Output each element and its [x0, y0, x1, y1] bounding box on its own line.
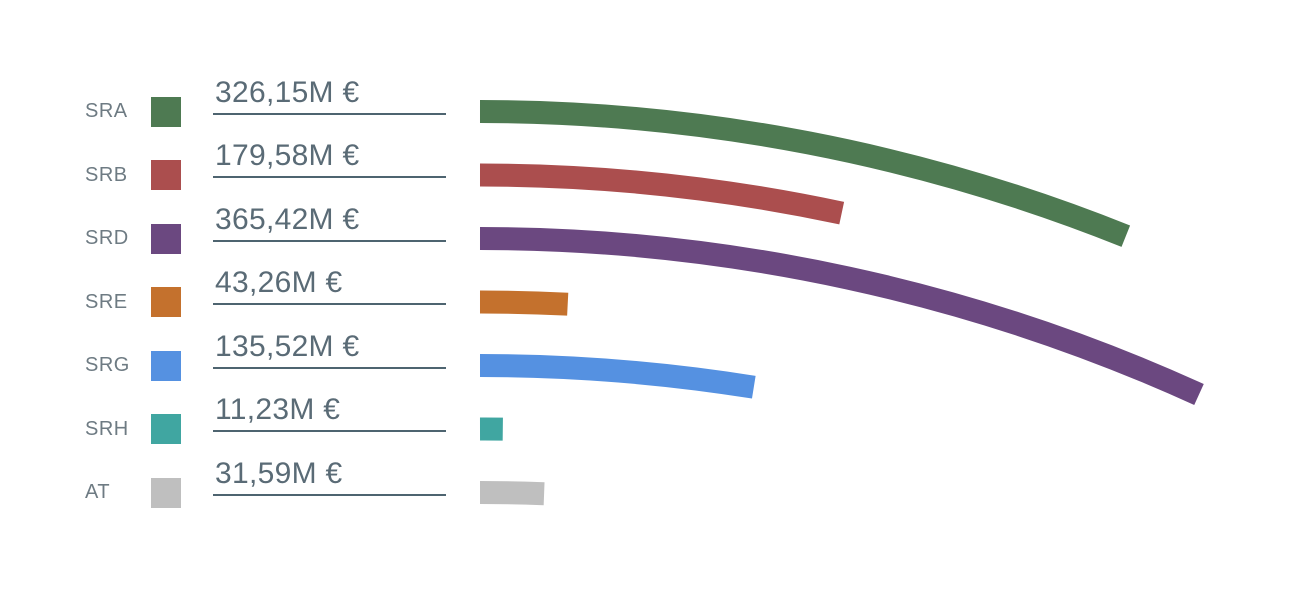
value-underline	[213, 239, 446, 242]
legend-label: SRE	[85, 290, 128, 313]
legend-label: SRH	[85, 417, 129, 440]
legend-label: AT	[85, 481, 111, 503]
value-label: 365,42M €	[215, 202, 360, 236]
legend-swatch-sra	[151, 96, 181, 127]
legend-label: SRB	[85, 163, 128, 186]
legend-row: SRD 365,42M €	[0, 203, 480, 275]
legend-row: SRG 135,52M €	[0, 330, 480, 402]
legend-swatch-srg	[151, 350, 181, 381]
value-label: 31,59M €	[215, 456, 343, 490]
legend-swatch-at	[151, 477, 181, 508]
value-label: 135,52M €	[215, 329, 360, 363]
value-label: 11,23M €	[215, 393, 341, 426]
legend-swatch-srh	[151, 414, 181, 444]
value-underline	[213, 430, 446, 432]
legend-row: SRB 179,58M €	[0, 139, 480, 211]
legend-label: SRD	[85, 227, 129, 249]
value-underline	[213, 112, 446, 115]
legend-row: SRH 11,23M €	[0, 393, 480, 465]
value-label: 43,26M €	[215, 266, 343, 299]
bar-arc-srd	[479, 227, 1204, 405]
legend-swatch-srd	[151, 223, 181, 254]
legend-row: AT 31,59M €	[0, 457, 480, 529]
bar-arc-srg	[479, 353, 756, 399]
bar-arc-sra	[479, 100, 1131, 247]
value-label: 326,15M €	[215, 75, 360, 109]
legend-label: SRA	[85, 100, 128, 122]
bar-arc-at	[479, 481, 545, 506]
value-underline	[213, 303, 446, 305]
legend-row: SRE 43,26M €	[0, 266, 480, 338]
legend-row: SRA 326,15M €	[0, 76, 480, 148]
bar-arc-srb	[479, 163, 845, 225]
bar-arc-sre	[479, 290, 569, 316]
value-underline	[213, 366, 446, 369]
value-underline	[213, 176, 446, 178]
legend-swatch-srb	[151, 160, 181, 190]
value-underline	[213, 493, 446, 496]
legend-label: SRG	[85, 354, 130, 376]
value-label: 179,58M €	[215, 139, 360, 172]
legend-swatch-sre	[151, 287, 181, 317]
